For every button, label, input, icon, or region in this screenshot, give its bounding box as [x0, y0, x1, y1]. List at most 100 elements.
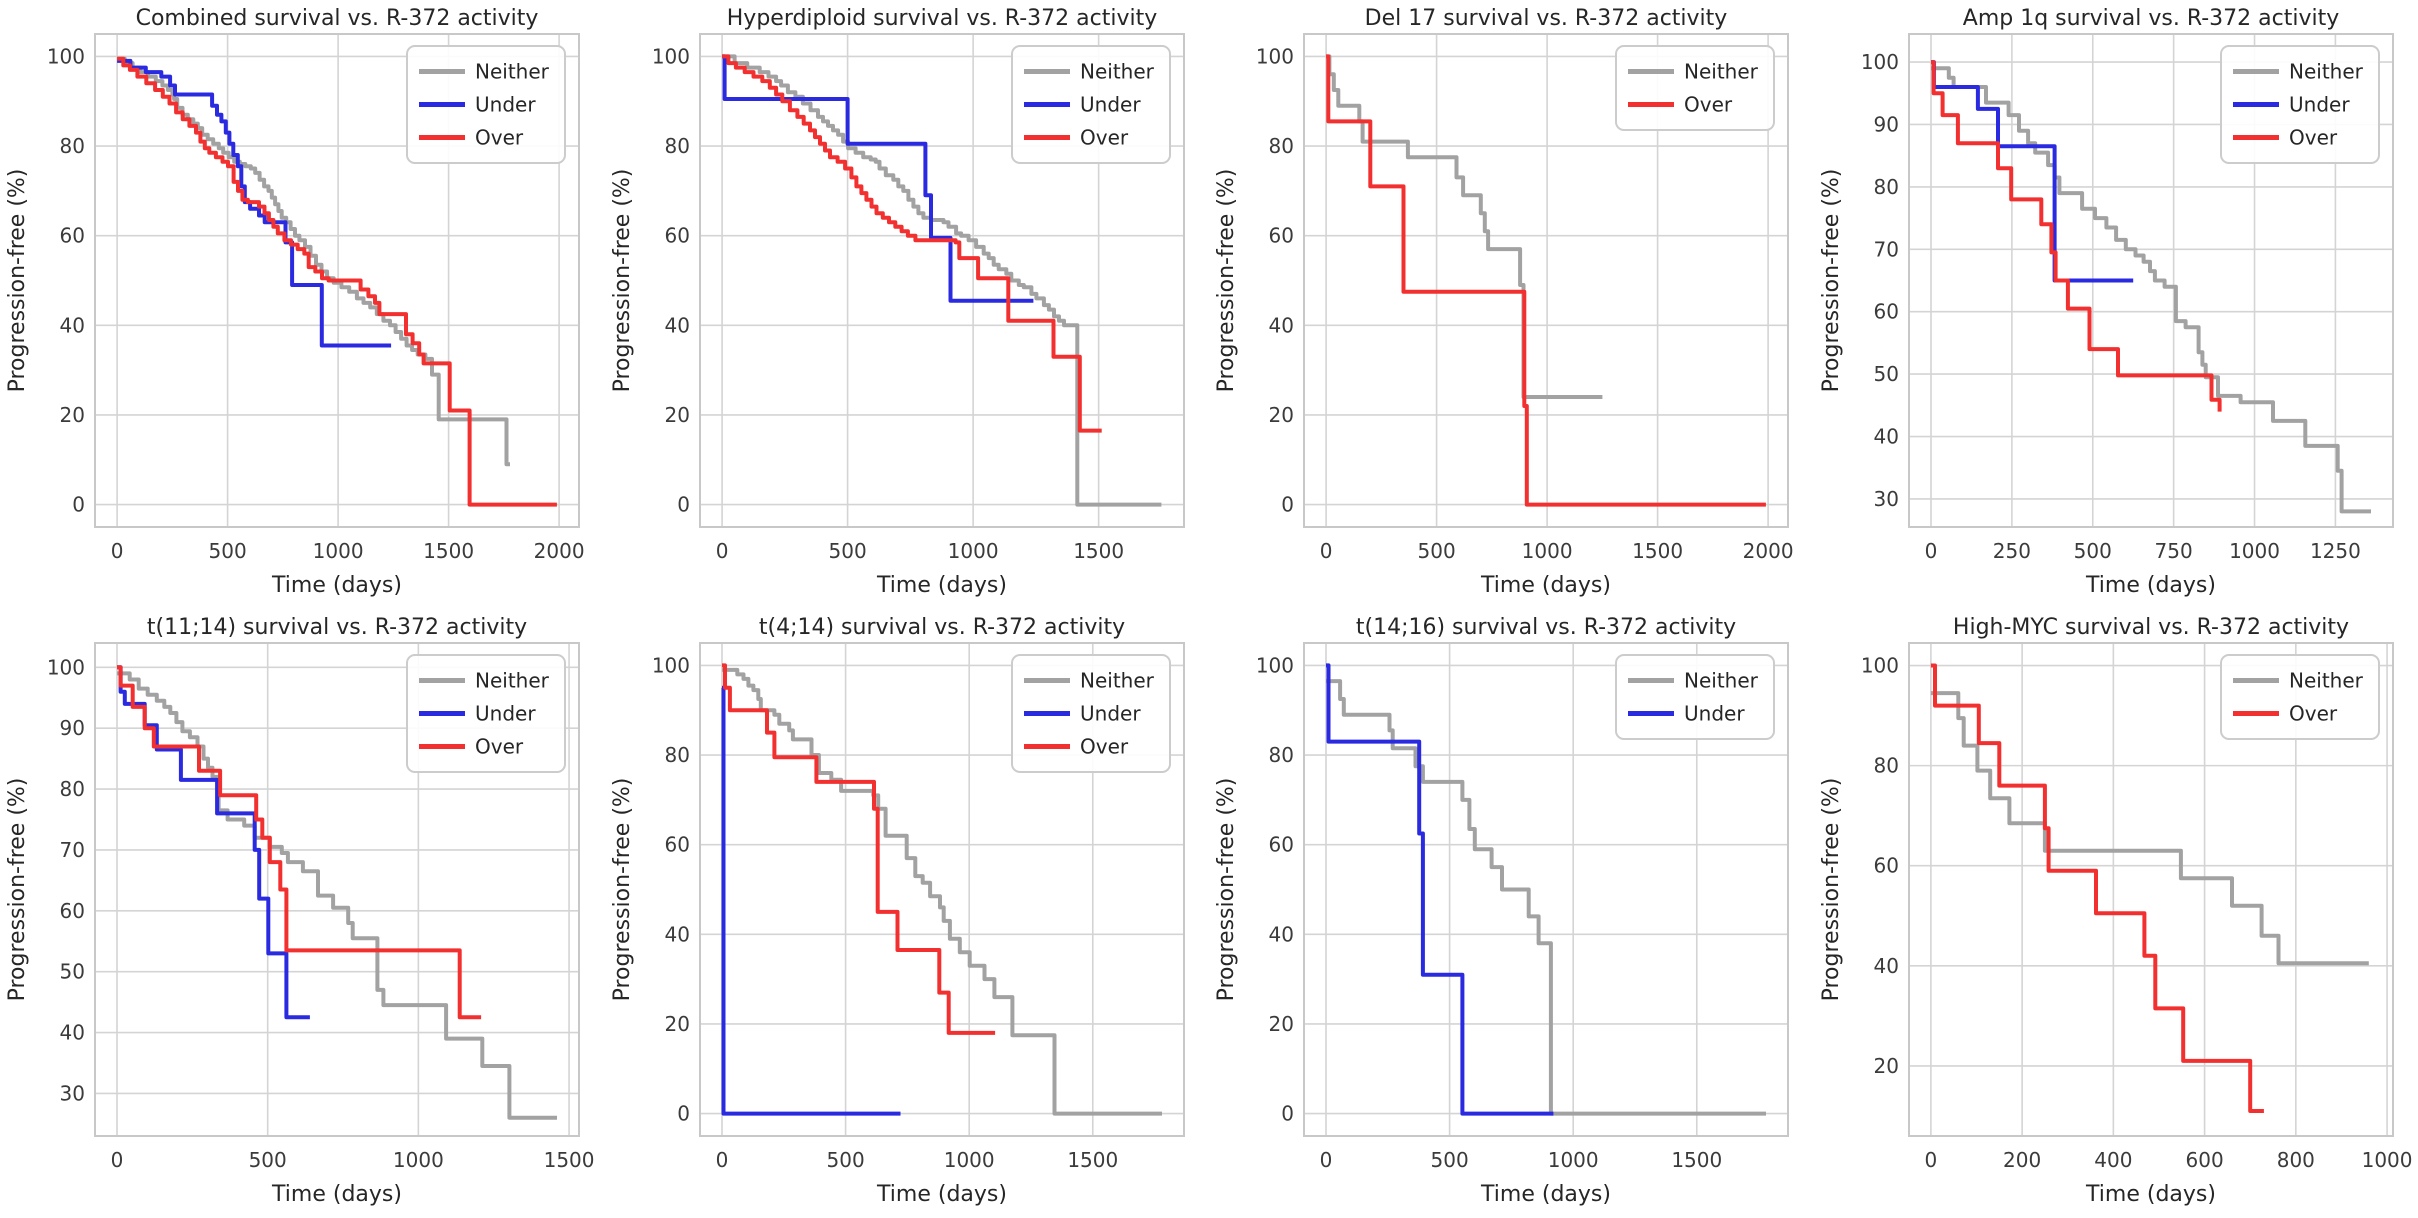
- legend-label: Over: [2289, 126, 2338, 150]
- legend-label: Under: [1684, 702, 1745, 726]
- y-tick-label: 40: [60, 313, 85, 337]
- x-axis-label: Time (days): [271, 573, 402, 598]
- x-tick-label: 2000: [534, 539, 585, 563]
- legend-label: Over: [475, 735, 524, 759]
- y-tick-label: 100: [1860, 50, 1898, 74]
- y-tick-label: 100: [1256, 653, 1294, 677]
- x-tick-label: 1500: [1073, 539, 1124, 563]
- series-line-neither: [721, 54, 1161, 507]
- x-tick-label: 750: [2154, 539, 2192, 563]
- plot-border: [698, 33, 1185, 528]
- y-tick-label: 80: [60, 134, 85, 158]
- y-tick-label: 20: [664, 1012, 689, 1036]
- legend: Neither Under Over: [1010, 654, 1171, 773]
- y-axis-label: Progression-free (%): [610, 778, 635, 1002]
- y-tick-label: 0: [677, 1102, 690, 1126]
- legend-box: [1010, 654, 1171, 773]
- y-tick-label: 20: [60, 403, 85, 427]
- y-tick-label: 40: [664, 313, 689, 337]
- y-tick-label: 50: [60, 960, 85, 984]
- legend-label: Under: [1080, 93, 1141, 117]
- legend: Neither Under: [1615, 654, 1775, 740]
- series-line-under: [117, 665, 310, 1020]
- y-tick-label: 90: [1873, 112, 1898, 136]
- x-tick-label: 0: [715, 1148, 728, 1172]
- x-axis-label: Time (days): [1480, 1182, 1611, 1207]
- x-tick-label: 1000: [1548, 1148, 1599, 1172]
- x-tick-label: 1000: [943, 1148, 994, 1172]
- x-tick-label: 500: [1431, 1148, 1469, 1172]
- x-tick-label: 1000: [947, 539, 998, 563]
- x-tick-label: 400: [2094, 1148, 2132, 1172]
- y-tick-label: 20: [1269, 403, 1294, 427]
- x-tick-label: 1500: [1632, 539, 1683, 563]
- legend-label: Neither: [1684, 669, 1759, 693]
- x-tick-label: 2000: [1743, 539, 1794, 563]
- series-line-under: [721, 685, 900, 1116]
- y-tick-label: 60: [60, 899, 85, 923]
- y-tick-label: 40: [60, 1021, 85, 1045]
- x-tick-label: 1500: [1067, 1148, 1118, 1172]
- y-tick-label: 30: [60, 1081, 85, 1105]
- y-tick-label: 60: [1269, 833, 1294, 857]
- y-tick-label: 80: [664, 743, 689, 767]
- y-axis-label: Progression-free (%): [1819, 169, 1844, 393]
- chart-cell: 0 500 1000 1500 0 20 40 60 80 100 t(4;14) survival…: [604, 609, 1209, 1218]
- plot-border: [1303, 642, 1789, 1137]
- survival-chart: 0 200 400 600 800 1000 20 40 60 80 100 High-MYC sur…: [1819, 615, 2413, 1207]
- y-axis-label: Progression-free (%): [1214, 778, 1239, 1002]
- x-tick-label: 500: [2073, 539, 2111, 563]
- x-tick-label: 1500: [1671, 1148, 1722, 1172]
- x-tick-label: 600: [2185, 1148, 2223, 1172]
- chart-title: t(14;16) survival vs. R-372 activity: [1356, 615, 1736, 640]
- legend-label: Under: [2289, 93, 2350, 117]
- y-tick-label: 60: [664, 833, 689, 857]
- y-tick-label: 40: [1873, 425, 1898, 449]
- survival-chart: 0 500 1000 1500 2000 0 20 40 60 80 100 Del 17 survi…: [1214, 6, 1794, 598]
- x-tick-label: 500: [826, 1148, 864, 1172]
- legend-label: Neither: [1684, 60, 1759, 84]
- legend-label: Over: [2289, 702, 2338, 726]
- chart-title: Del 17 survival vs. R-372 activity: [1365, 6, 1728, 31]
- plot-border: [1907, 642, 2394, 1137]
- survival-chart: 0 250 500 750 1000 1250 30 40 50 60 70 80 90 100 Amp 1…: [1819, 6, 2394, 598]
- legend-box: [2219, 45, 2380, 164]
- plot-border: [94, 642, 580, 1137]
- legend-label: Neither: [2289, 60, 2364, 84]
- survival-chart: 0 500 1000 1500 0 20 40 60 80 100 Hyperdiploid sur…: [610, 6, 1185, 598]
- y-tick-label: 60: [1269, 224, 1294, 248]
- chart-cell: 0 250 500 750 1000 1250 30 40 50 60 70 80 90 100 Amp 1…: [1813, 0, 2418, 609]
- x-axis-label: Time (days): [2085, 573, 2216, 598]
- plot-border: [94, 33, 580, 528]
- y-tick-label: 0: [1281, 493, 1294, 517]
- plot-border: [1303, 33, 1789, 528]
- legend-label: Neither: [475, 60, 550, 84]
- series-line-over: [721, 54, 1102, 433]
- y-axis-label: Progression-free (%): [1214, 169, 1239, 393]
- y-tick-label: 80: [60, 777, 85, 801]
- x-tick-label: 0: [715, 539, 728, 563]
- legend-label: Over: [1080, 735, 1129, 759]
- y-tick-label: 40: [1269, 313, 1294, 337]
- series-line-over: [117, 665, 482, 1020]
- y-tick-label: 40: [1873, 954, 1898, 978]
- x-tick-label: 1000: [393, 1148, 444, 1172]
- y-tick-label: 20: [664, 403, 689, 427]
- series-line-over: [1930, 663, 2264, 1113]
- legend-box: [1010, 45, 1171, 164]
- x-tick-label: 0: [111, 539, 124, 563]
- y-tick-label: 80: [664, 134, 689, 158]
- x-tick-label: 500: [828, 539, 866, 563]
- legend-box: [2219, 654, 2380, 740]
- legend-box: [1615, 654, 1775, 740]
- series-line-neither: [1930, 66, 2371, 514]
- y-axis-label: Progression-free (%): [5, 169, 30, 393]
- legend-label: Over: [475, 126, 524, 150]
- y-tick-label: 70: [60, 838, 85, 862]
- legend: Neither Under Over: [2219, 45, 2380, 164]
- legend-label: Under: [475, 93, 536, 117]
- legend: Neither Over: [2219, 654, 2380, 740]
- x-tick-label: 1000: [1522, 539, 1573, 563]
- chart-title: Combined survival vs. R-372 activity: [136, 6, 539, 31]
